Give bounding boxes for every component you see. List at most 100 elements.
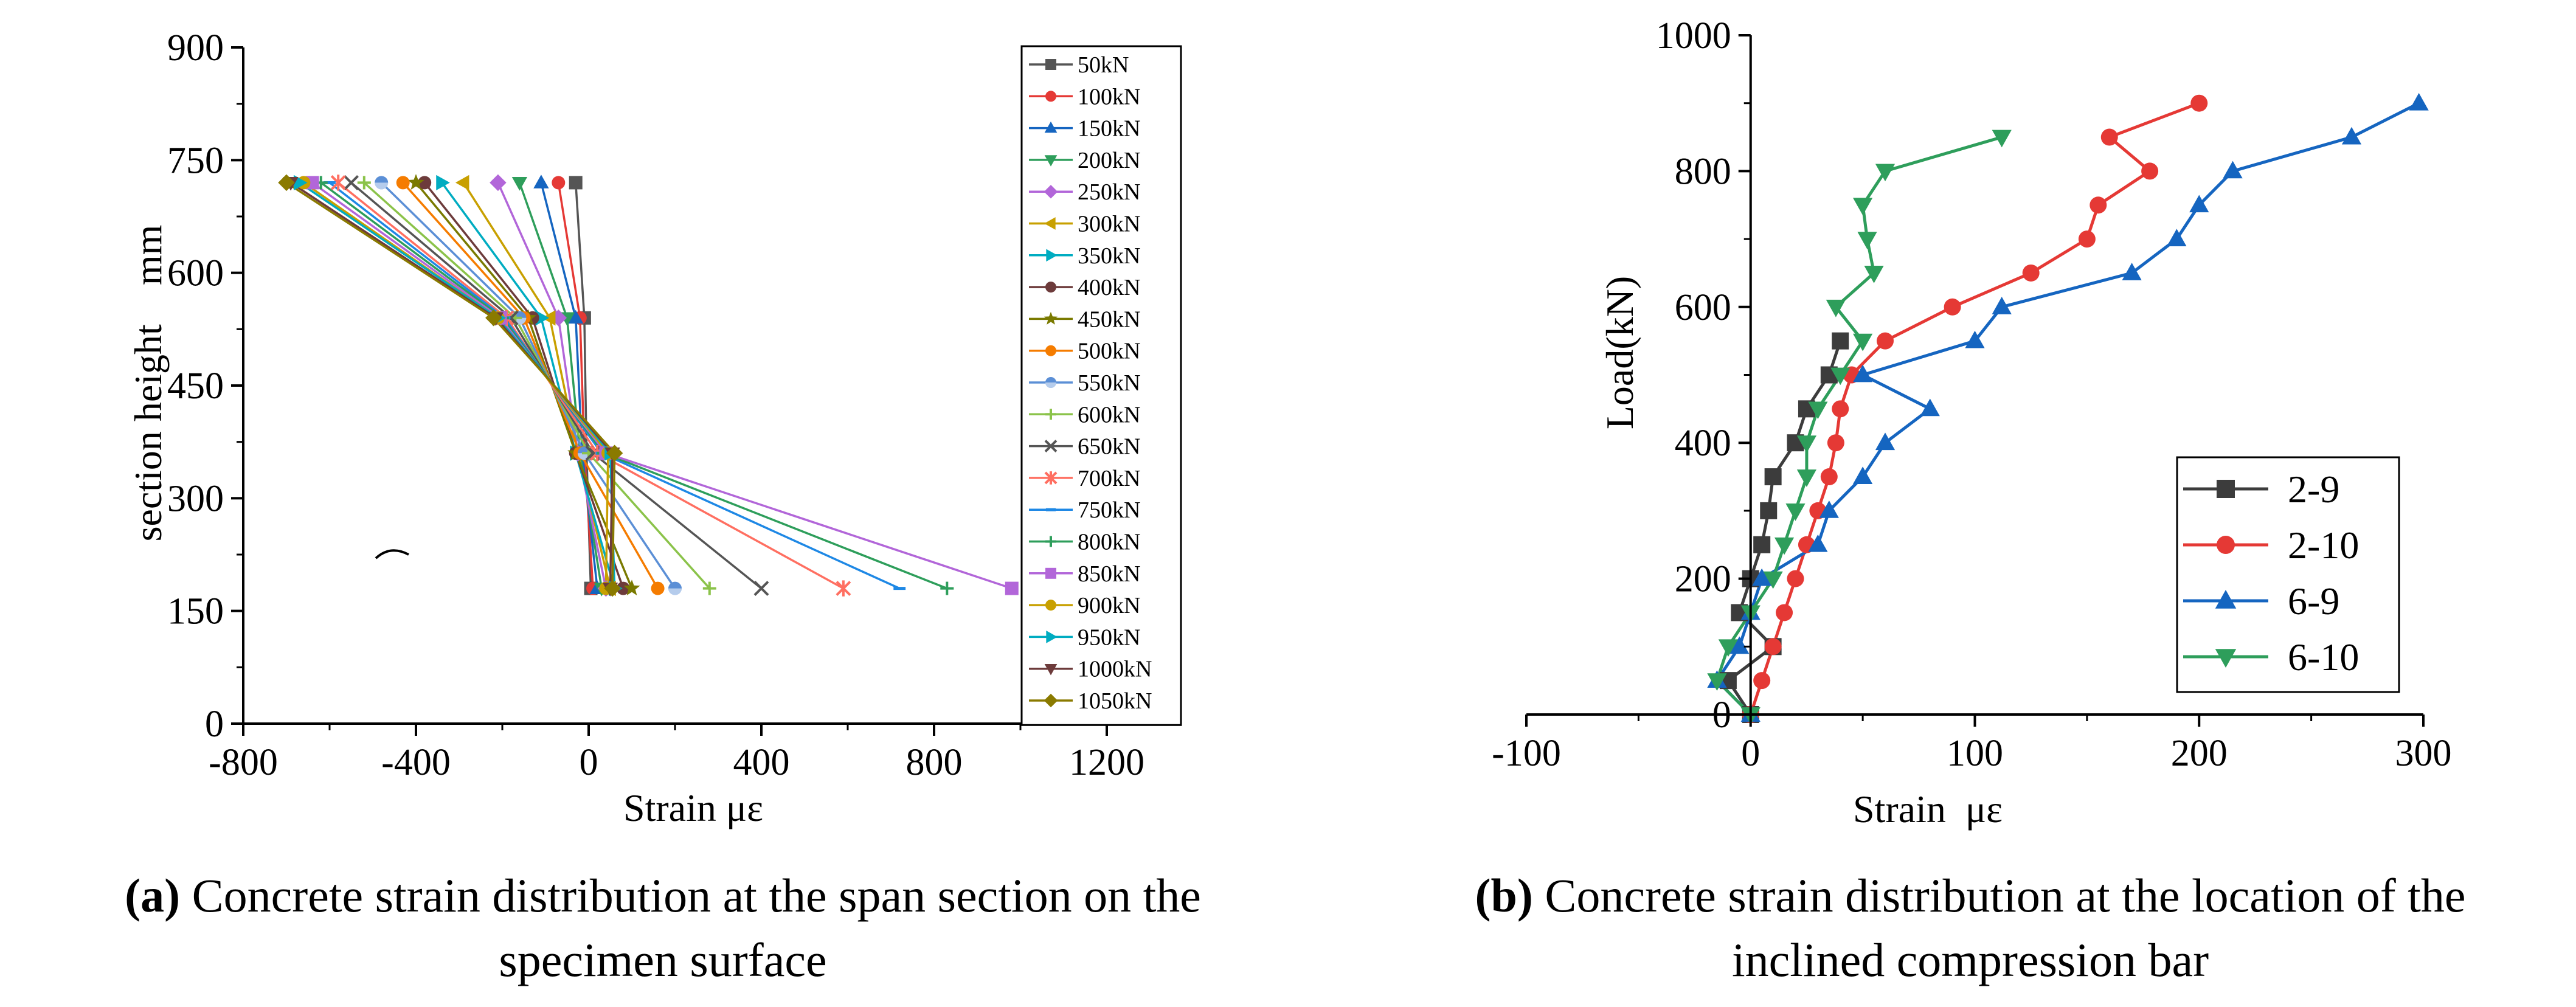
caption-a: (a) Concrete strain distribution at the … [36, 863, 1289, 992]
chart-b-point-6-9 [1920, 398, 1940, 417]
chart-a-series-line-900kN [303, 181, 609, 589]
chart-a-legend-label: 1050kN [1078, 688, 1152, 714]
chart-a-series-line-150kN [540, 182, 598, 589]
chart-b-point-6-10 [1853, 333, 1873, 351]
chart-a-point-250kN [490, 174, 507, 192]
chart-a-series-line-850kN [311, 181, 1013, 590]
chart-b-y-tick-label: 0 [1712, 694, 1731, 736]
chart-a-legend-marker [1045, 567, 1056, 579]
chart-a-x-tick-label: -400 [381, 742, 451, 783]
chart-a-point-500kN [651, 581, 665, 595]
chart-b-point-6-10 [1796, 469, 1817, 487]
chart-b-point-6-10 [1785, 504, 1806, 521]
chart-b-point-2-10 [1832, 400, 1849, 418]
chart-a-point-400kN [616, 581, 630, 595]
chart-a-point-450kN [623, 580, 640, 596]
chart-a-x-tick-label: 0 [580, 742, 598, 783]
chart-a-y-tick-label: 150 [167, 591, 224, 632]
chart-b-point-6-9 [2409, 92, 2429, 111]
chart-a-point-350kN [535, 310, 550, 326]
chart-a-legend-entry: 300kN [1029, 212, 1140, 237]
chart-a-point-650kN [753, 581, 769, 597]
chart-b-point-6-9 [1729, 636, 1750, 654]
chart-a-legend-marker [1044, 693, 1058, 708]
chart-a-legend-marker [1045, 91, 1056, 102]
chart-a-legend-marker [1045, 536, 1056, 547]
chart-a-series-lines [286, 181, 1013, 590]
chart-a-legend-entry: 600kN [1029, 402, 1140, 427]
chart-a-series-line-250kN [497, 182, 608, 589]
chart-b-point-6-9 [1875, 432, 1896, 451]
chart-b-point-6-10 [1763, 571, 1783, 589]
chart-b-point-2-9 [1753, 536, 1771, 553]
chart-a-y-tick-label: 600 [167, 253, 224, 294]
chart-b-axes: -100 0 100 200 300 0 200 400 600 800 1000 [1492, 15, 2451, 774]
chart-a-point-300kN [455, 175, 469, 191]
chart-a-legend-marker [1044, 217, 1056, 230]
chart-a-legend-marker [1045, 377, 1056, 388]
chart-b-x-tick-label: 200 [2171, 733, 2228, 774]
chart-a-legend-entry: 1050kN [1029, 688, 1152, 714]
chart-a-point-350kN [436, 175, 450, 191]
chart-a-series-line-450kN [415, 182, 633, 589]
chart-b-point-6-9 [1853, 364, 1873, 382]
chart-a-y-tick-label: 300 [167, 478, 224, 519]
chart-a-legend-entry: 100kN [1029, 84, 1140, 109]
chart-b-y-tick-label: 1000 [1656, 15, 1731, 57]
chart-b-point-6-9 [1808, 534, 1828, 552]
chart-b-point-6-9 [1752, 568, 1772, 586]
chart-a-legend-marker [1044, 664, 1058, 676]
chart-a-x-tick-label: 800 [906, 742, 963, 783]
chart-b-legend-marker [2215, 590, 2237, 609]
chart-a-point-150kN [533, 175, 549, 189]
chart-b-y-tick-label: 800 [1675, 151, 1731, 192]
chart-a-legend-entry: 500kN [1029, 339, 1140, 364]
chart-b-point-6-9 [1853, 466, 1873, 484]
chart-a-legend-label: 900kN [1078, 593, 1140, 618]
chart-a-stray-mark [375, 549, 409, 559]
chart-b-point-6-10 [1796, 435, 1817, 453]
chart-a-legend-marker [1044, 471, 1058, 485]
chart-b-y-axis-label: Load(kN) [1598, 276, 1641, 429]
chart-b-point-2-10 [1827, 434, 1844, 452]
chart-b-point-6-9 [2189, 195, 2209, 213]
chart-a-series-line-350kN [441, 182, 616, 589]
chart-a-point-550kN [668, 581, 682, 595]
chart-a-legend-entry: 50kN [1029, 52, 1129, 78]
chart-a-legend-label: 100kN [1078, 84, 1140, 109]
chart-a-legend-entry: 550kN [1029, 370, 1140, 396]
chart-b-point-6-10 [1707, 673, 1727, 691]
chart-a-point-600kN [357, 176, 371, 190]
chart-b-x-tick-label: 300 [2395, 733, 2452, 774]
chart-a-legend-entry: 400kN [1029, 275, 1140, 300]
chart-a-point-700kN [330, 175, 346, 191]
chart-a-point-650kN [344, 175, 359, 190]
chart-a-legend-label: 150kN [1078, 116, 1140, 142]
chart-a-legend-marker [1045, 59, 1056, 70]
caption-b-text-1: Concrete strain distribution at the loca… [1545, 869, 2466, 922]
chart-a-legend-marker [1045, 409, 1056, 420]
chart-b: -100 0 100 200 300 0 200 400 600 800 1000 Strain μ… [1492, 15, 2451, 831]
chart-a-legend-label: 700kN [1078, 466, 1140, 491]
chart-a-y-tick-label: 750 [167, 140, 224, 181]
chart-b-point-2-10 [1764, 638, 1782, 656]
chart-a-legend-label: 300kN [1078, 212, 1140, 237]
chart-a-point-800kN [940, 581, 954, 595]
chart-a-point-600kN [702, 581, 716, 595]
chart-b-point-6-10 [1718, 639, 1738, 657]
chart-a-legend-label: 750kN [1078, 497, 1140, 523]
chart-a-legend-label: 950kN [1078, 625, 1140, 650]
chart-b-point-6-9 [1965, 330, 1985, 348]
caption-a-label: (a) [125, 869, 181, 922]
chart-a-y-axis-label: section height mm [126, 225, 170, 542]
chart-a-legend-entry: 350kN [1029, 243, 1140, 269]
chart-a-legend-entry: 1000kN [1029, 657, 1152, 682]
chart-b-point-6-9 [2167, 229, 2187, 246]
chart-b-point-6-9 [2122, 263, 2142, 280]
chart-a: -800 -400 0 400 800 1200 0 150 300 450 600 750 900 S… [126, 27, 1182, 829]
chart-b-legend-label: 2-9 [2288, 468, 2339, 511]
chart-b-legend-entry: 6-9 [2183, 580, 2339, 623]
chart-a-point-550kN [375, 176, 389, 190]
chart-a-legend-label: 400kN [1078, 275, 1140, 300]
caption-a-line-2: specimen surface [499, 933, 827, 986]
